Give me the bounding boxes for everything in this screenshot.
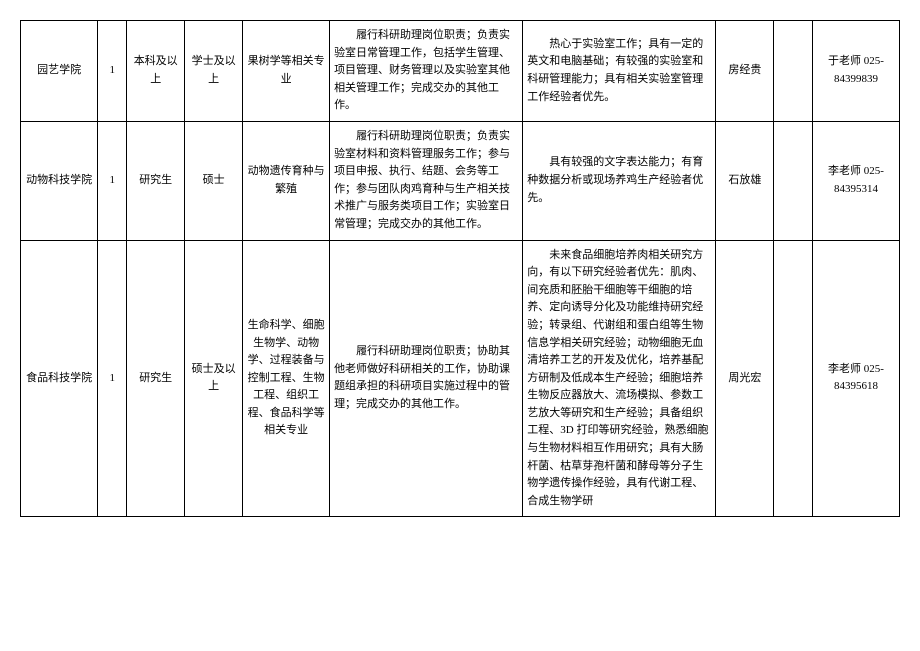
cell-degree: 硕士 [185, 121, 243, 240]
table-row: 食品科技学院 1 研究生 硕士及以上 生命科学、细胞生物学、动物学、过程装备与控… [21, 240, 900, 517]
cell-duties: 履行科研助理岗位职责；负责实验室日常管理工作，包括学生管理、项目管理、财务管理以… [330, 21, 523, 122]
cell-count: 1 [98, 21, 127, 122]
recruitment-table: 园艺学院 1 本科及以上 学士及以上 果树学等相关专业 履行科研助理岗位职责；负… [20, 20, 900, 517]
cell-degree: 学士及以上 [185, 21, 243, 122]
cell-contact: 于老师 025-84399839 [813, 21, 900, 122]
cell-leader: 石放雄 [716, 121, 774, 240]
cell-education: 研究生 [127, 240, 185, 517]
cell-education: 研究生 [127, 121, 185, 240]
cell-duties: 履行科研助理岗位职责；协助其他老师做好科研相关的工作，协助课题组承担的科研项目实… [330, 240, 523, 517]
cell-count: 1 [98, 240, 127, 517]
cell-count: 1 [98, 121, 127, 240]
cell-leader: 房经贵 [716, 21, 774, 122]
cell-major: 果树学等相关专业 [243, 21, 330, 122]
cell-spacer [774, 121, 813, 240]
cell-college: 动物科技学院 [21, 121, 98, 240]
cell-spacer [774, 21, 813, 122]
cell-requirements: 具有较强的文字表达能力；有育种数据分析或现场养鸡生产经验者优先。 [523, 121, 716, 240]
cell-spacer [774, 240, 813, 517]
cell-college: 食品科技学院 [21, 240, 98, 517]
cell-degree: 硕士及以上 [185, 240, 243, 517]
table-row: 动物科技学院 1 研究生 硕士 动物遗传育种与繁殖 履行科研助理岗位职责；负责实… [21, 121, 900, 240]
cell-major: 动物遗传育种与繁殖 [243, 121, 330, 240]
cell-leader: 周光宏 [716, 240, 774, 517]
cell-contact: 李老师 025-84395618 [813, 240, 900, 517]
cell-education: 本科及以上 [127, 21, 185, 122]
cell-requirements: 未来食品细胞培养肉相关研究方向，有以下研究经验者优先：肌肉、间充质和胚胎干细胞等… [523, 240, 716, 517]
table-row: 园艺学院 1 本科及以上 学士及以上 果树学等相关专业 履行科研助理岗位职责；负… [21, 21, 900, 122]
cell-major: 生命科学、细胞生物学、动物学、过程装备与控制工程、生物工程、组织工程、食品科学等… [243, 240, 330, 517]
cell-contact: 李老师 025-84395314 [813, 121, 900, 240]
cell-duties: 履行科研助理岗位职责；负责实验室材料和资料管理服务工作；参与项目申报、执行、结题… [330, 121, 523, 240]
cell-requirements: 热心于实验室工作；具有一定的英文和电脑基础；有较强的实验室和科研管理能力；具有相… [523, 21, 716, 122]
cell-college: 园艺学院 [21, 21, 98, 122]
